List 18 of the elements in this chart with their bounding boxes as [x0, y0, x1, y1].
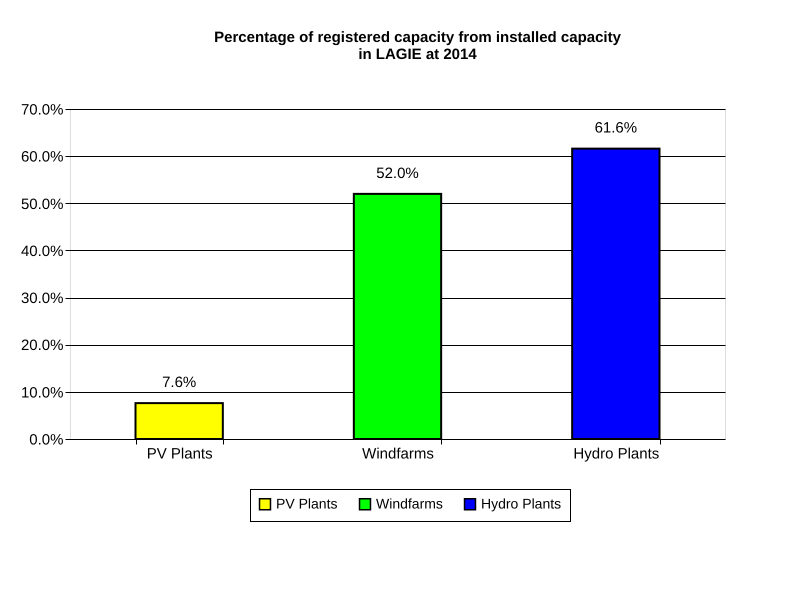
data-label: 52.0%: [376, 164, 419, 182]
y-tick-label: 30.0%: [20, 290, 64, 308]
y-tick-label: 40.0%: [20, 242, 64, 260]
x-tick-label: Windfarms: [362, 446, 434, 462]
legend-label: Windfarms: [376, 495, 443, 512]
data-label: 61.6%: [594, 120, 638, 137]
x-tick-label: PV Plants: [146, 446, 213, 462]
data-label: 7.6%: [162, 374, 196, 392]
legend-label: Hydro Plants: [481, 495, 562, 512]
y-tick-label: 60.0%: [20, 148, 64, 166]
y-tick-label: 10.0%: [20, 384, 64, 402]
x-tick-label: Hydro Plants: [573, 446, 660, 462]
chart-title: Percentage of registered capacity from installed capacity in LAGIE at 2014: [214, 29, 622, 63]
y-tick-label: 50.0%: [20, 196, 64, 213]
y-tick-label: 70.0%: [20, 102, 64, 118]
y-tick-label: 0.0%: [29, 432, 64, 448]
y-tick-label: 20.0%: [20, 337, 64, 354]
legend-label: PV Plants: [276, 495, 338, 512]
